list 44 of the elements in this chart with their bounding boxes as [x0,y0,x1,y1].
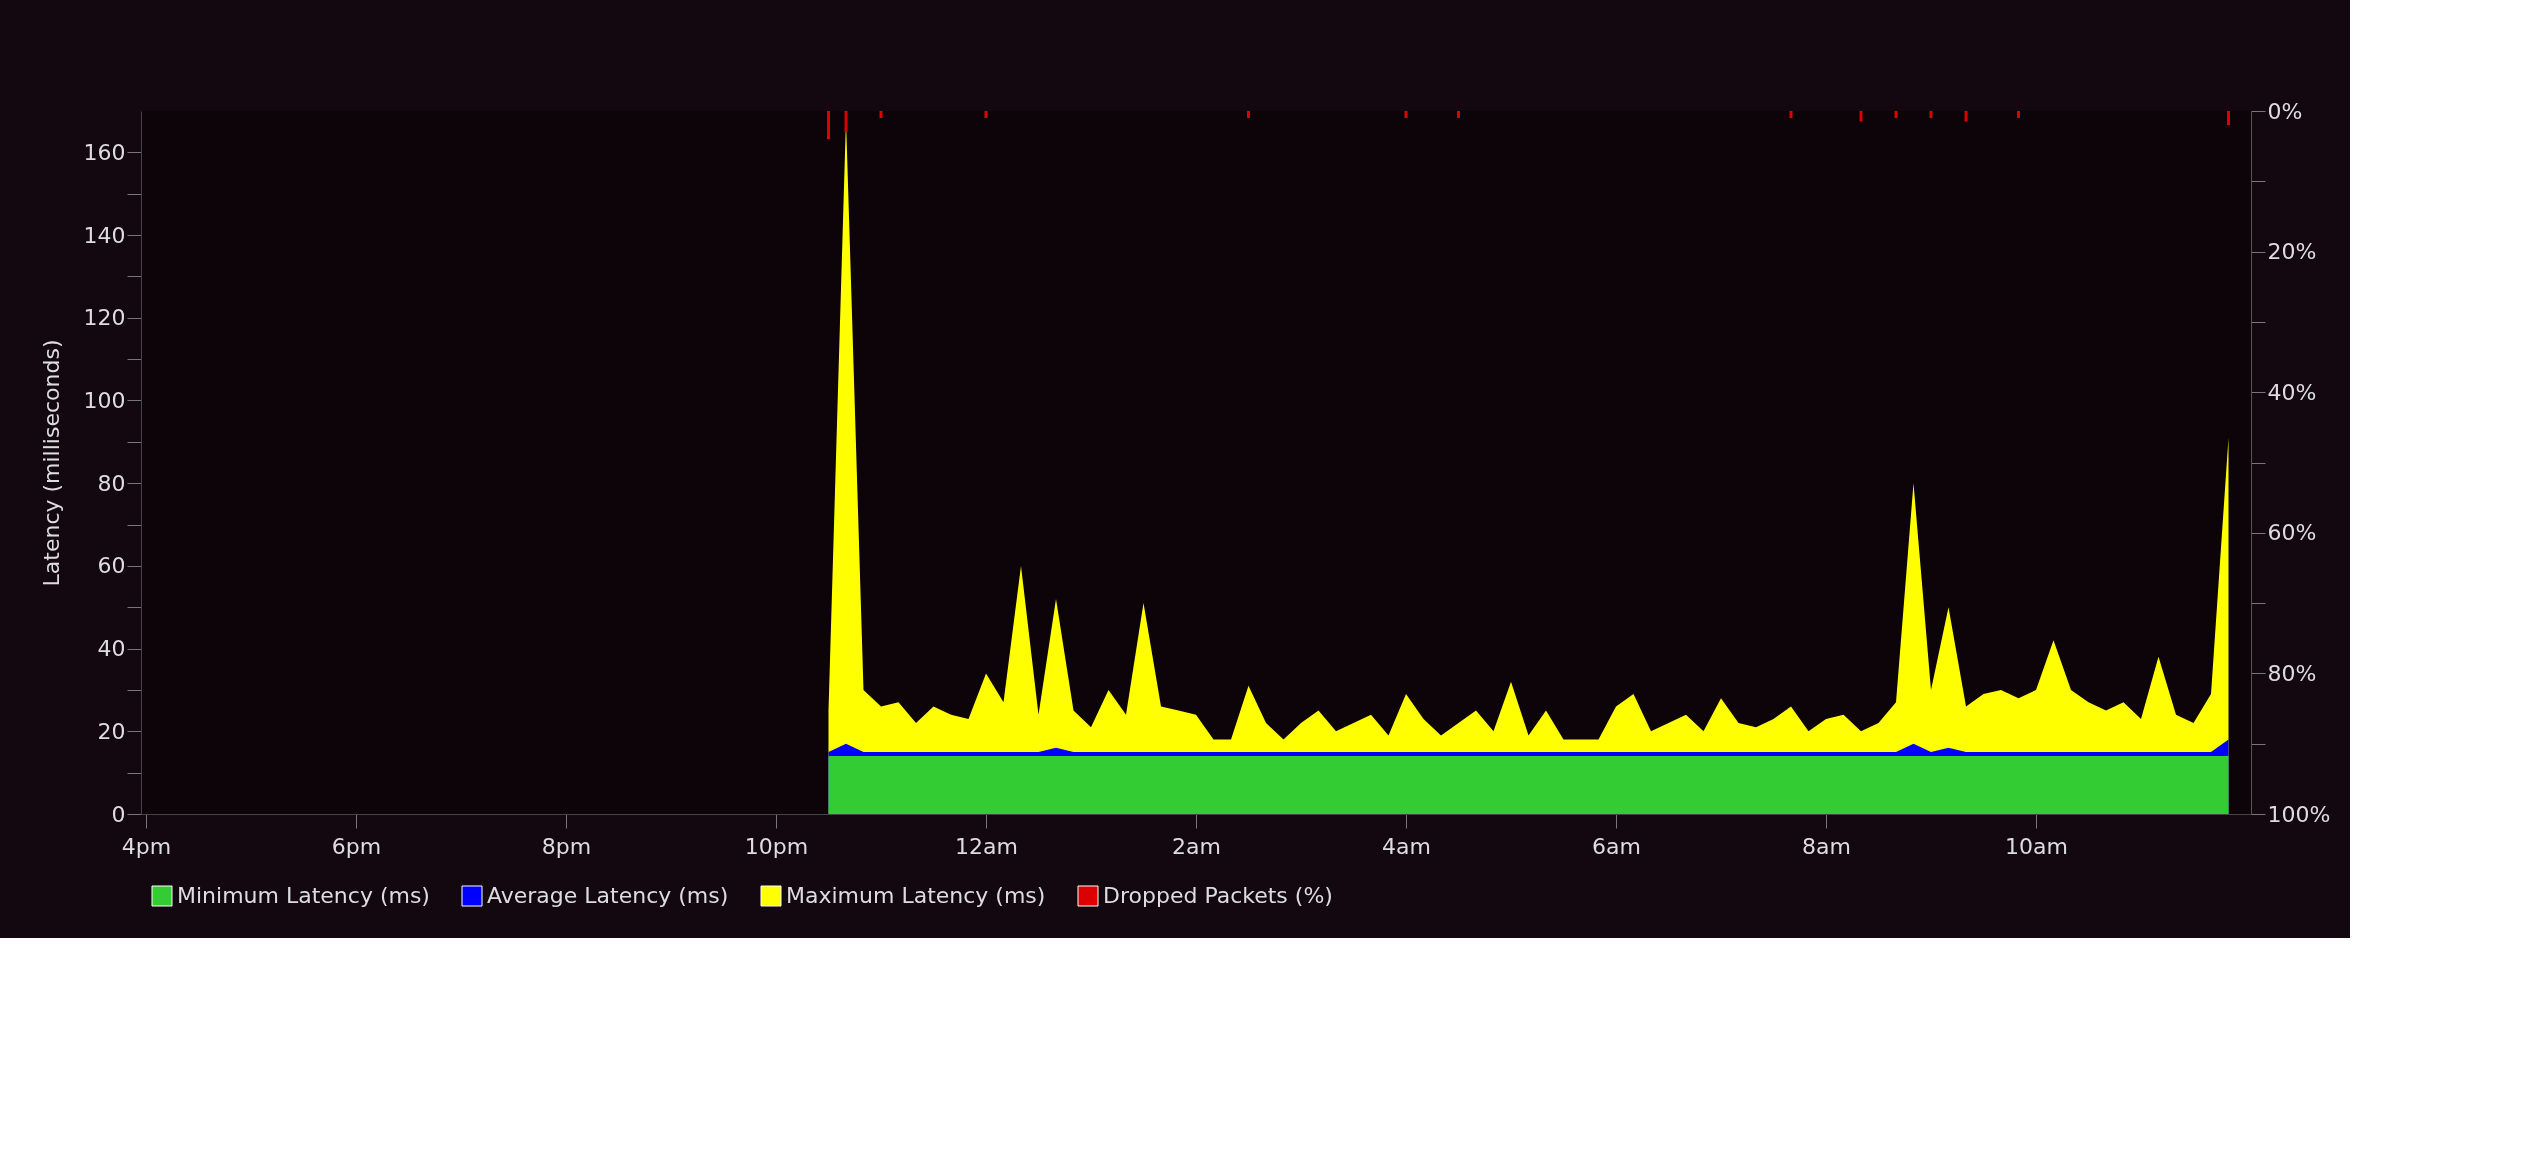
bar [844,111,848,133]
y-tick-label: 160 [83,139,126,165]
legend-label: Average Latency (ms) [487,883,729,908]
x-tick-label: 10am [2005,833,2068,859]
legend-label: Maximum Latency (ms) [786,883,1046,908]
y2-tick-label: 100% [2267,801,2331,827]
y-tick-label: 40 [97,636,126,662]
y2-tick-label: 60% [2267,520,2317,546]
y2-tick-label: 0% [2267,98,2303,124]
bar [2227,111,2230,126]
bar [1789,111,1793,119]
bar [1964,111,1968,122]
x-tick-label: 6am [1592,833,1641,859]
y-axis-title: Latency (milliseconds) [38,339,64,587]
bar [879,111,883,119]
legend-label: Dropped Packets (%) [1103,883,1333,908]
bar [1859,111,1863,122]
x-tick-label: 12am [955,833,1018,859]
y-tick-label: 100 [83,387,126,413]
x-tick-label: 6pm [331,833,382,859]
bar [2017,111,2020,119]
x-tick-label: 10pm [744,833,809,859]
y-tick-label: 60 [97,553,126,579]
y-tick-label: 140 [83,222,126,248]
x-tick-label: 2am [1172,833,1221,859]
bar [1929,111,1933,119]
x-tick-label: 8pm [541,833,592,859]
legend-label: Minimum Latency (ms) [177,883,430,908]
bar [1247,111,1250,119]
y-tick-label: 0 [111,801,126,827]
y2-tick-label: 20% [2267,239,2317,265]
bar [1894,111,1898,119]
y2-tick-label: 80% [2267,660,2317,686]
y-tick-label: 120 [83,305,126,331]
x-tick-label: 4pm [121,833,172,859]
bar [827,111,830,140]
y-tick-label: 20 [97,718,126,744]
y2-tick-label: 40% [2267,379,2317,405]
bar [984,111,988,119]
y-tick-label: 80 [97,470,126,496]
x-tick-label: 8am [1802,833,1851,859]
bar [1404,111,1408,119]
bar [1457,111,1460,119]
x-tick-label: 4am [1382,833,1431,859]
